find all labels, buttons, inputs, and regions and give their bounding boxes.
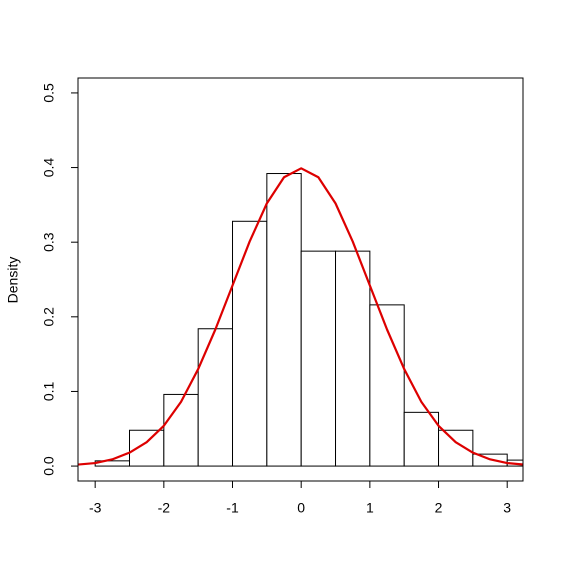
bar [232, 220, 268, 467]
x-tick-label: 3 [503, 500, 511, 516]
bar [403, 411, 440, 467]
bar [266, 173, 302, 467]
bar [197, 328, 234, 467]
y-tick-label: 0.2 [41, 307, 57, 327]
bar [369, 304, 405, 467]
plot-frame [77, 77, 524, 482]
x-tick-label: 0 [297, 500, 305, 516]
y-tick-label: 0.1 [41, 382, 57, 402]
bar [300, 250, 337, 467]
y-tick-label: 0.5 [41, 83, 57, 103]
bar [163, 393, 199, 467]
y-tick-label: 0.0 [41, 456, 57, 476]
y-tick-label: 0.4 [41, 158, 57, 178]
bar [129, 429, 165, 467]
density-curve [78, 167, 523, 466]
bar [438, 429, 474, 467]
plot-area [78, 167, 523, 467]
bar [335, 250, 371, 467]
x-tick-label: -1 [226, 500, 239, 516]
y-tick-label: 0.3 [41, 232, 57, 252]
x-tick-label: -3 [89, 500, 102, 516]
y-axis-label: Density [5, 257, 21, 304]
x-tick-label: 2 [435, 500, 443, 516]
x-tick-label: 1 [366, 500, 374, 516]
x-tick-label: -2 [158, 500, 171, 516]
